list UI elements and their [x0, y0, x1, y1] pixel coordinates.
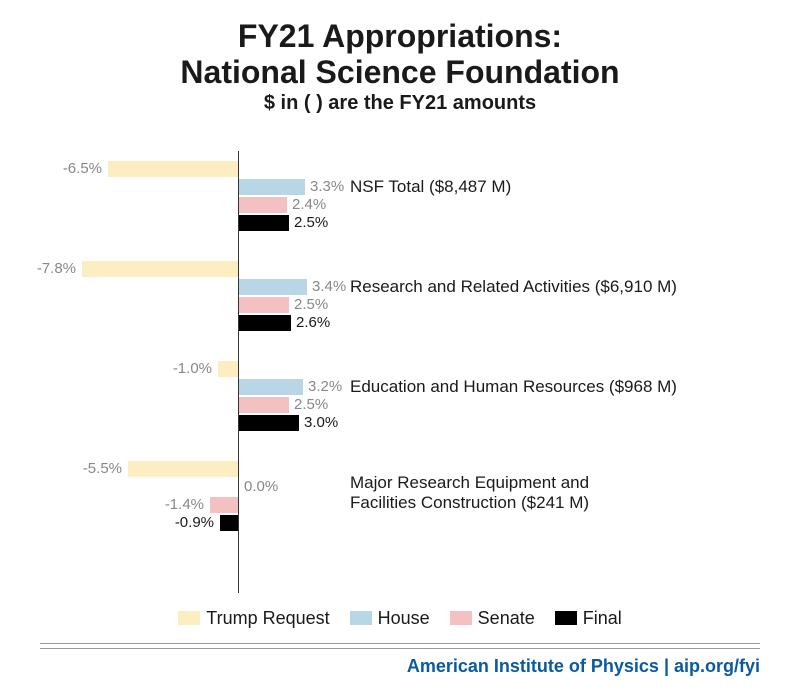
legend-item-senate: Senate — [450, 608, 535, 629]
bar-value-label: 3.4% — [312, 279, 346, 295]
bar-value-label: -6.5% — [63, 161, 102, 177]
bar-senate — [239, 197, 287, 213]
legend-label: Final — [583, 608, 622, 628]
bar-senate — [239, 297, 289, 313]
legend-label: House — [378, 608, 430, 628]
subtitle: $ in ( ) are the FY21 amounts — [0, 92, 800, 115]
legend-label: Senate — [478, 608, 535, 628]
bar-value-label: -5.5% — [83, 461, 122, 477]
bar-value-label: 0.0% — [244, 479, 278, 495]
legend-swatch — [450, 611, 472, 625]
legend-item-trump: Trump Request — [178, 608, 329, 629]
bar-value-label: 3.2% — [308, 379, 342, 395]
legend-item-house: House — [350, 608, 430, 629]
bar-final — [239, 315, 291, 331]
bar-trump — [108, 161, 238, 177]
bar-value-label: -1.4% — [165, 497, 204, 513]
bar-value-label: 2.4% — [292, 197, 326, 213]
bar-final — [239, 415, 299, 431]
title-line-2: National Science Foundation — [0, 54, 800, 90]
legend-swatch — [350, 611, 372, 625]
bar-value-label: 2.5% — [294, 397, 328, 413]
group-tick — [238, 351, 239, 358]
bar-house — [239, 379, 303, 395]
bar-house — [239, 279, 307, 295]
group-tick — [238, 451, 239, 458]
bar-senate — [239, 397, 289, 413]
bar-value-label: 2.6% — [296, 315, 330, 331]
legend-label: Trump Request — [206, 608, 329, 628]
title-block: FY21 Appropriations: National Science Fo… — [0, 0, 800, 115]
group-tick — [238, 251, 239, 258]
category-label: Major Research Equipment andFacilities C… — [350, 473, 589, 513]
legend: Trump Request House Senate Final — [0, 608, 800, 629]
legend-swatch — [178, 611, 200, 625]
bar-final — [239, 215, 289, 231]
legend-swatch — [555, 611, 577, 625]
title-line-1: FY21 Appropriations: — [0, 18, 800, 54]
category-label: Education and Human Resources ($968 M) — [350, 377, 677, 397]
group-tick — [238, 586, 239, 593]
category-label: Research and Related Activities ($6,910 … — [350, 277, 677, 297]
bar-value-label: -0.9% — [175, 515, 214, 531]
bar-value-label: 3.3% — [310, 179, 344, 195]
bar-value-label: -7.8% — [37, 261, 76, 277]
legend-item-final: Final — [555, 608, 622, 629]
bar-final — [220, 515, 238, 531]
bar-house — [239, 179, 305, 195]
footer-rule-2 — [40, 648, 760, 649]
bar-value-label: -1.0% — [173, 361, 212, 377]
bar-value-label: 3.0% — [304, 415, 338, 431]
bar-trump — [218, 361, 238, 377]
bar-value-label: 2.5% — [294, 297, 328, 313]
bar-trump — [82, 261, 238, 277]
bar-trump — [128, 461, 238, 477]
bar-senate — [210, 497, 238, 513]
category-label: NSF Total ($8,487 M) — [350, 177, 511, 197]
bar-value-label: 2.5% — [294, 215, 328, 231]
footer-rule-1 — [40, 643, 760, 644]
group-tick — [238, 151, 239, 158]
footer-credit: American Institute of Physics | aip.org/… — [407, 656, 760, 677]
